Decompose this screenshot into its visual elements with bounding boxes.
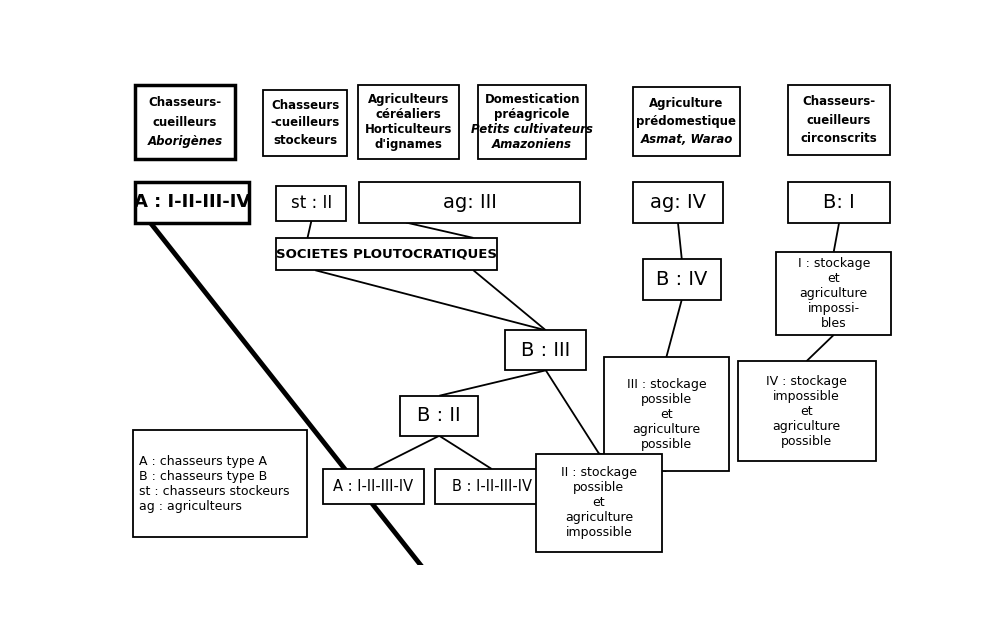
Text: B : II: B : II <box>417 406 461 425</box>
Text: Amazoniens: Amazoniens <box>492 138 572 151</box>
Text: ag: IV: ag: IV <box>649 193 705 212</box>
Text: Petits cultivateurs: Petits cultivateurs <box>471 123 592 136</box>
FancyBboxPatch shape <box>264 90 347 156</box>
FancyBboxPatch shape <box>435 469 547 504</box>
Text: Chasseurs: Chasseurs <box>271 99 339 112</box>
Text: circonscrits: circonscrits <box>800 132 877 145</box>
FancyBboxPatch shape <box>359 182 579 222</box>
Text: cueilleurs: cueilleurs <box>152 116 217 128</box>
FancyBboxPatch shape <box>632 87 739 156</box>
FancyBboxPatch shape <box>642 260 719 300</box>
FancyBboxPatch shape <box>400 396 478 436</box>
Text: ag: III: ag: III <box>442 193 496 212</box>
Text: A : I-II-III-IV: A : I-II-III-IV <box>333 479 413 494</box>
FancyBboxPatch shape <box>323 469 423 504</box>
FancyBboxPatch shape <box>788 182 890 222</box>
FancyBboxPatch shape <box>536 453 661 552</box>
FancyBboxPatch shape <box>505 330 586 370</box>
Text: B : I-II-III-IV: B : I-II-III-IV <box>451 479 531 494</box>
Text: A : chasseurs type A
B : chasseurs type B
st : chasseurs stockeurs
ag : agricult: A : chasseurs type A B : chasseurs type … <box>139 455 290 512</box>
FancyBboxPatch shape <box>134 182 249 222</box>
Text: SOCIETES PLOUTOCRATIQUES: SOCIETES PLOUTOCRATIQUES <box>276 248 497 260</box>
Text: st : II: st : II <box>291 194 332 212</box>
FancyBboxPatch shape <box>788 86 890 155</box>
Text: stockeurs: stockeurs <box>273 133 337 147</box>
FancyBboxPatch shape <box>134 86 235 159</box>
FancyBboxPatch shape <box>277 238 496 271</box>
Text: Domestication: Domestication <box>484 93 579 105</box>
Text: préagricole: préagricole <box>494 108 569 121</box>
Text: Asmat, Warao: Asmat, Warao <box>639 133 731 146</box>
Text: B : III: B : III <box>521 341 570 360</box>
Text: Agriculteurs: Agriculteurs <box>367 93 449 105</box>
Text: céréaliers: céréaliers <box>375 108 441 121</box>
Text: Aborigènes: Aborigènes <box>147 135 222 148</box>
Text: I : stockage
et
agriculture
impossi-
bles: I : stockage et agriculture impossi- ble… <box>797 257 869 330</box>
Text: -cueilleurs: -cueilleurs <box>271 116 340 130</box>
Text: III : stockage
possible
et
agriculture
possible: III : stockage possible et agriculture p… <box>626 378 705 451</box>
FancyBboxPatch shape <box>133 431 308 537</box>
FancyBboxPatch shape <box>277 185 346 221</box>
FancyBboxPatch shape <box>358 86 458 159</box>
FancyBboxPatch shape <box>478 86 586 159</box>
Text: Chasseurs-: Chasseurs- <box>802 95 875 109</box>
FancyBboxPatch shape <box>776 251 890 335</box>
Text: d'ignames: d'ignames <box>374 138 442 151</box>
Text: cueilleurs: cueilleurs <box>807 114 871 126</box>
Text: B: I: B: I <box>823 193 854 212</box>
Text: Horticulteurs: Horticulteurs <box>364 123 452 136</box>
Text: Chasseurs-: Chasseurs- <box>148 97 221 109</box>
Text: B : IV: B : IV <box>655 270 706 289</box>
Text: A : I-II-III-IV: A : I-II-III-IV <box>133 194 249 211</box>
Text: Agriculture: Agriculture <box>648 97 722 110</box>
FancyBboxPatch shape <box>603 358 728 471</box>
FancyBboxPatch shape <box>632 182 722 222</box>
Text: IV : stockage
impossible
et
agriculture
possible: IV : stockage impossible et agriculture … <box>766 375 847 448</box>
FancyBboxPatch shape <box>736 361 875 461</box>
Text: prédomestique: prédomestique <box>636 115 735 128</box>
Text: II : stockage
possible
et
agriculture
impossible: II : stockage possible et agriculture im… <box>560 466 636 539</box>
